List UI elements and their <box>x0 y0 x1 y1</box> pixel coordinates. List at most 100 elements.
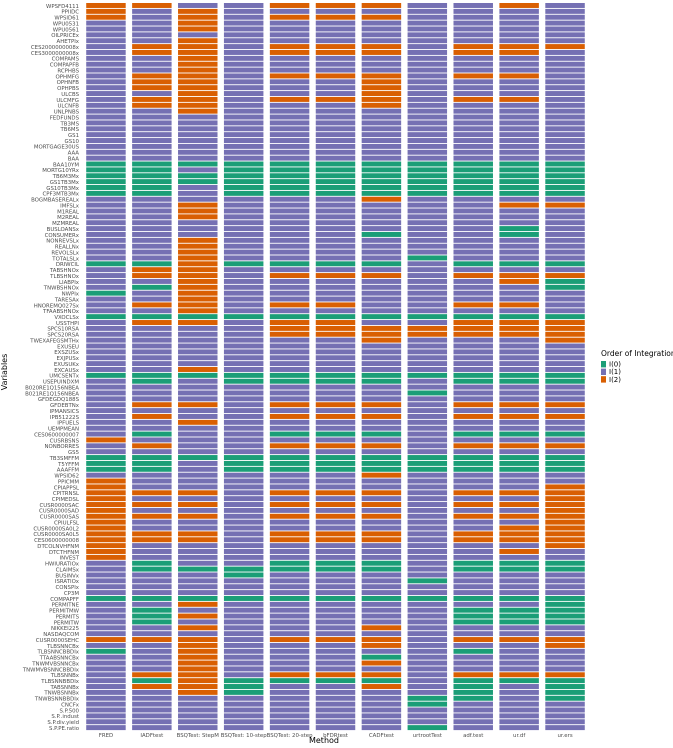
heatmap-cell <box>132 38 172 44</box>
heatmap-cell <box>178 173 218 179</box>
heatmap-cell <box>178 666 218 672</box>
y-tick-label: ULCBS <box>61 92 79 98</box>
legend-title: Order of Integration <box>601 349 673 358</box>
y-tick-label: USEPUINDXM <box>43 380 79 386</box>
heatmap-cell <box>86 437 126 443</box>
heatmap-cell <box>132 689 172 695</box>
y-tick-label: PERMITW <box>54 620 80 626</box>
heatmap-cell <box>86 367 126 372</box>
y-tick-label: EXCAUSx <box>54 368 80 374</box>
heatmap-cell <box>407 695 448 701</box>
heatmap-cell <box>132 666 172 672</box>
heatmap-cell <box>269 460 310 466</box>
heatmap-cell <box>132 566 172 572</box>
heatmap-cell <box>453 695 493 701</box>
heatmap-cell <box>361 91 402 97</box>
heatmap-cell <box>315 255 356 261</box>
heatmap-cell <box>269 49 310 55</box>
heatmap-cell <box>361 267 402 273</box>
y-tick-label: EXUSEU <box>57 344 79 350</box>
y-tick-label: COMPAPFF <box>50 597 79 603</box>
heatmap-cell <box>178 226 218 232</box>
heatmap-cell <box>269 102 310 108</box>
heatmap-cell <box>86 331 126 337</box>
heatmap-cell <box>453 648 493 654</box>
heatmap-cell <box>178 349 218 355</box>
heatmap-cell <box>178 425 218 431</box>
heatmap-cell <box>86 595 126 601</box>
heatmap-cell <box>499 249 539 255</box>
heatmap-cell <box>132 631 172 637</box>
heatmap-cell <box>407 642 448 648</box>
heatmap-cell <box>315 566 356 572</box>
heatmap-cell <box>86 267 126 273</box>
heatmap-cell <box>407 631 448 637</box>
heatmap-cell <box>269 120 310 126</box>
heatmap-cell <box>361 214 402 220</box>
heatmap-cell <box>499 267 539 273</box>
heatmap-cell <box>407 566 448 572</box>
heatmap-cell <box>361 85 402 91</box>
heatmap-cell <box>453 466 493 472</box>
heatmap-cell <box>315 273 356 279</box>
heatmap-cell <box>453 707 493 713</box>
heatmap-cell <box>499 466 539 472</box>
heatmap-cell <box>499 543 539 549</box>
heatmap-cell <box>453 261 493 267</box>
heatmap-cell <box>361 631 402 637</box>
heatmap-cell <box>361 613 402 619</box>
heatmap-cell <box>178 701 218 707</box>
heatmap-cell <box>361 449 402 455</box>
x-tick-label: urtrootTest <box>413 733 442 739</box>
heatmap-cell <box>315 296 356 302</box>
heatmap-cell <box>223 320 264 325</box>
heatmap-cell <box>132 108 172 114</box>
heatmap-cell <box>545 61 585 67</box>
heatmap-cell <box>361 108 402 114</box>
heatmap-cell <box>223 214 264 220</box>
heatmap-cell <box>178 572 218 578</box>
heatmap-cell <box>499 20 539 26</box>
heatmap-cell <box>545 590 585 596</box>
heatmap-cell <box>407 190 448 196</box>
heatmap-cell <box>132 61 172 67</box>
y-tick-label: CES3000000008x <box>31 51 80 57</box>
heatmap-cell <box>223 73 264 79</box>
heatmap-cell <box>453 549 493 554</box>
heatmap-cell <box>178 273 218 279</box>
heatmap-cell <box>545 173 585 179</box>
heatmap-cell <box>269 472 310 478</box>
heatmap-cell <box>361 660 402 666</box>
heatmap-cell <box>453 132 493 138</box>
heatmap-cell <box>499 143 539 149</box>
heatmap-cell <box>499 243 539 249</box>
heatmap-cell <box>132 155 172 161</box>
heatmap-cell <box>407 607 448 613</box>
heatmap-cell <box>361 44 402 50</box>
heatmap-cell <box>407 337 448 343</box>
heatmap-cell <box>269 619 310 625</box>
heatmap-cell <box>315 14 356 20</box>
heatmap-cell <box>545 484 585 490</box>
heatmap-cell <box>223 590 264 596</box>
heatmap-cell <box>223 155 264 161</box>
heatmap-cell <box>361 678 402 684</box>
heatmap-cell <box>361 255 402 261</box>
heatmap-cell <box>315 660 356 666</box>
heatmap-cell <box>132 625 172 631</box>
heatmap-cell <box>499 443 539 449</box>
heatmap-cell <box>178 613 218 619</box>
heatmap-cell <box>269 484 310 490</box>
heatmap-cell <box>269 549 310 554</box>
heatmap-cell <box>132 3 172 8</box>
heatmap-cell <box>407 320 448 325</box>
heatmap-cell <box>361 425 402 431</box>
heatmap-cell <box>545 531 585 537</box>
heatmap-cell <box>132 525 172 531</box>
heatmap-cell <box>132 578 172 584</box>
heatmap-cell <box>315 631 356 637</box>
heatmap-cell <box>499 273 539 279</box>
heatmap-cell <box>499 637 539 643</box>
heatmap-cell <box>178 314 218 320</box>
y-tick-label: TABSHNOx <box>49 268 80 274</box>
